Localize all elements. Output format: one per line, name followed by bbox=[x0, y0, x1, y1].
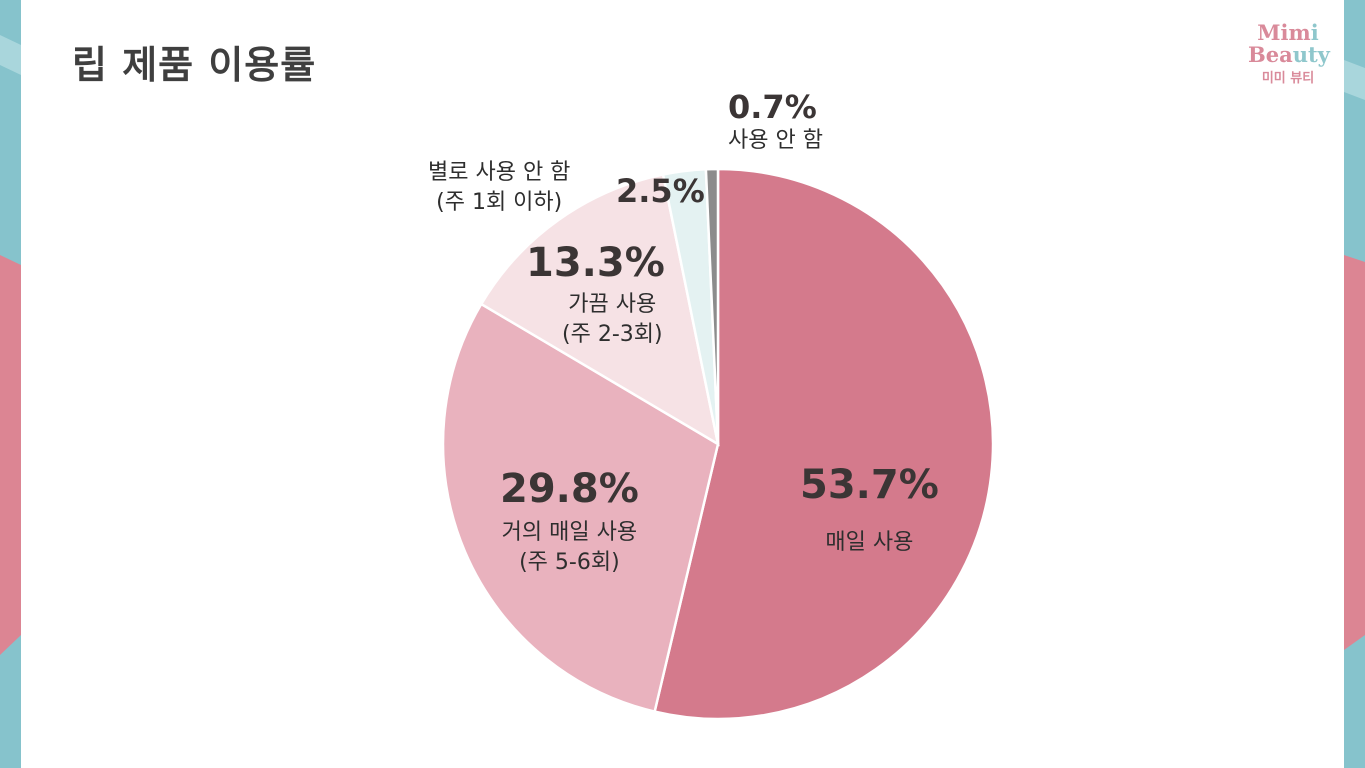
slice-label-daily: 53.7% 매일 사용 bbox=[800, 462, 939, 555]
page-title: 립 제품 이용률 bbox=[72, 43, 317, 87]
pie-slice-0 bbox=[653, 167, 995, 721]
pie-slice-2 bbox=[479, 173, 720, 447]
slice-pct-rarely: 2.5% bbox=[616, 172, 705, 210]
pie-slice-1 bbox=[441, 302, 720, 714]
slice-label-sometimes: 가끔 사용 (주 2-3회) bbox=[562, 292, 663, 347]
slice-label-almost-daily: 29.8% 거의 매일 사용 (주 5-6회) bbox=[500, 466, 639, 575]
left-decorative-strip bbox=[0, 0, 21, 768]
slice-label-rarely: 별로 사용 안 함 (주 1회 이하) bbox=[428, 160, 571, 215]
slice-label-never: 0.7% 사용 안 함 bbox=[728, 88, 823, 153]
right-decorative-strip bbox=[1344, 0, 1365, 768]
brand-logo: Mimi Beauty 미미 뷰티 bbox=[1248, 20, 1330, 87]
slice-pct-sometimes: 13.3% bbox=[526, 240, 665, 286]
pie-slice-4 bbox=[704, 167, 720, 445]
